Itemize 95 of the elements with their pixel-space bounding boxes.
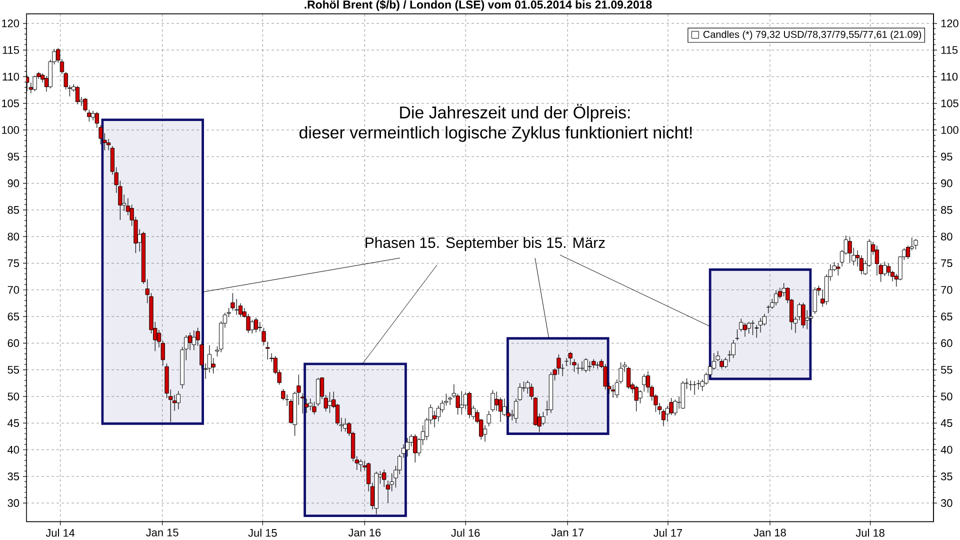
candlestick xyxy=(859,254,864,275)
candlestick xyxy=(343,418,348,432)
candlestick xyxy=(254,317,258,333)
candlestick xyxy=(32,75,37,92)
candlestick xyxy=(584,358,588,373)
candlestick xyxy=(731,340,736,358)
x-tick-label: Jul 16 xyxy=(451,528,480,537)
y2-tick-label: 65 xyxy=(941,312,952,320)
y-tick-label: 75 xyxy=(8,259,20,268)
y2-tick-label: 50 xyxy=(940,392,952,400)
legend-label: Candles (*) 79,32 USD/78,37/79,55/77,61 (21.09) xyxy=(703,30,922,40)
candlestick xyxy=(836,262,840,276)
candlestick xyxy=(742,322,748,338)
candlestick xyxy=(490,390,495,412)
y-tick-label: 60 xyxy=(8,339,20,348)
x-tick-label: Jan 17 xyxy=(551,528,584,536)
y2-tick-label: 55 xyxy=(940,366,952,374)
y2-tick-label: 35 xyxy=(940,472,952,480)
y-tick-label: 50 xyxy=(8,392,20,400)
candlestick xyxy=(192,330,196,350)
y-tick-label: 110 xyxy=(2,72,20,81)
x-tick-label: Jul 14 xyxy=(46,528,75,537)
annotation: dieser vermeintlich logische Zyklus funktioniert nicht! xyxy=(300,126,692,142)
y-tick-label: 70 xyxy=(8,286,20,294)
candlestick xyxy=(774,290,778,306)
candlestick xyxy=(90,110,96,121)
y2-tick-label: 30 xyxy=(940,499,952,507)
candlestick xyxy=(467,391,472,419)
candlestick xyxy=(211,358,216,374)
candlestick xyxy=(238,302,243,318)
candlestick xyxy=(882,261,887,276)
y-tick-label: 55 xyxy=(8,366,20,374)
candlestick xyxy=(568,351,572,366)
x-tick-label: Jul 17 xyxy=(654,528,682,537)
candlestick xyxy=(250,319,254,334)
candlestick xyxy=(460,390,464,415)
candlestick xyxy=(506,402,510,420)
candlestick xyxy=(405,438,410,457)
y2-tick-label: 45 xyxy=(940,419,952,427)
candlestick xyxy=(75,85,80,105)
x-tick-label: Jan 15 xyxy=(146,528,178,536)
candlestick xyxy=(358,459,363,472)
y2-tick-label: 100 xyxy=(941,126,958,134)
y-tick-label: 100 xyxy=(2,126,20,134)
y2-tick-label: 80 xyxy=(941,232,952,240)
candlestick xyxy=(848,236,852,264)
y-tick-label: 90 xyxy=(8,179,20,188)
candlestick xyxy=(746,322,751,334)
y-tick-label: 45 xyxy=(8,419,20,427)
candlestick xyxy=(626,366,631,390)
chart-title: .Rohöl Brent ($/b) / London (LSE) vom 01.05.2014 bis 21.09.2018 xyxy=(304,0,652,11)
y-tick-label: 95 xyxy=(8,152,20,161)
y-tick-label: 65 xyxy=(8,312,20,320)
candlestick xyxy=(673,399,678,416)
y2-tick-label: 75 xyxy=(941,259,952,268)
y2-tick-label: 70 xyxy=(941,286,952,294)
candlestick xyxy=(914,238,918,250)
candlestick xyxy=(592,358,596,369)
candlestick xyxy=(328,392,332,414)
candlestick xyxy=(595,362,600,370)
y2-tick-label: 115 xyxy=(941,46,958,54)
x-tick-label: Jul 15 xyxy=(248,528,277,537)
y-tick-label: 30 xyxy=(8,499,20,507)
y2-tick-label: 90 xyxy=(941,179,952,188)
x-tick-label: Jan 18 xyxy=(754,528,786,536)
y-tick-label: 40 xyxy=(8,446,20,454)
candlestick xyxy=(541,412,546,426)
candlestick xyxy=(382,469,386,488)
candlestick xyxy=(642,374,646,392)
candlestick xyxy=(634,385,638,412)
y-tick-label: 120 xyxy=(2,20,20,28)
y-tick-label: 85 xyxy=(8,206,20,214)
candlestick xyxy=(801,302,806,329)
x-tick-label: Jan 16 xyxy=(348,528,381,536)
y2-tick-label: 60 xyxy=(941,339,952,348)
candlestick xyxy=(413,434,418,463)
candlestick xyxy=(176,390,180,410)
y2-tick-label: 120 xyxy=(941,20,958,28)
y-tick-label: 105 xyxy=(2,99,20,108)
candlestick xyxy=(308,398,312,411)
candlestick xyxy=(610,384,616,398)
candlestick xyxy=(486,410,491,427)
candlestick xyxy=(638,390,642,404)
annotation: Die Jahreszeit und der Ölpreis: xyxy=(400,104,630,122)
y-tick-label: 35 xyxy=(8,472,20,480)
y2-tick-label: 110 xyxy=(941,72,958,81)
x-tick-label: Jul 18 xyxy=(856,528,884,537)
candlestick xyxy=(782,282,786,297)
y2-tick-label: 85 xyxy=(941,206,952,214)
annotation: Phasen 15. September bis 15. März xyxy=(366,237,605,251)
y2-tick-label: 105 xyxy=(941,99,958,108)
y-tick-label: 115 xyxy=(2,46,20,54)
y-tick-label: 80 xyxy=(8,232,20,240)
y2-tick-label: 40 xyxy=(940,446,952,454)
y2-tick-label: 95 xyxy=(941,152,952,161)
